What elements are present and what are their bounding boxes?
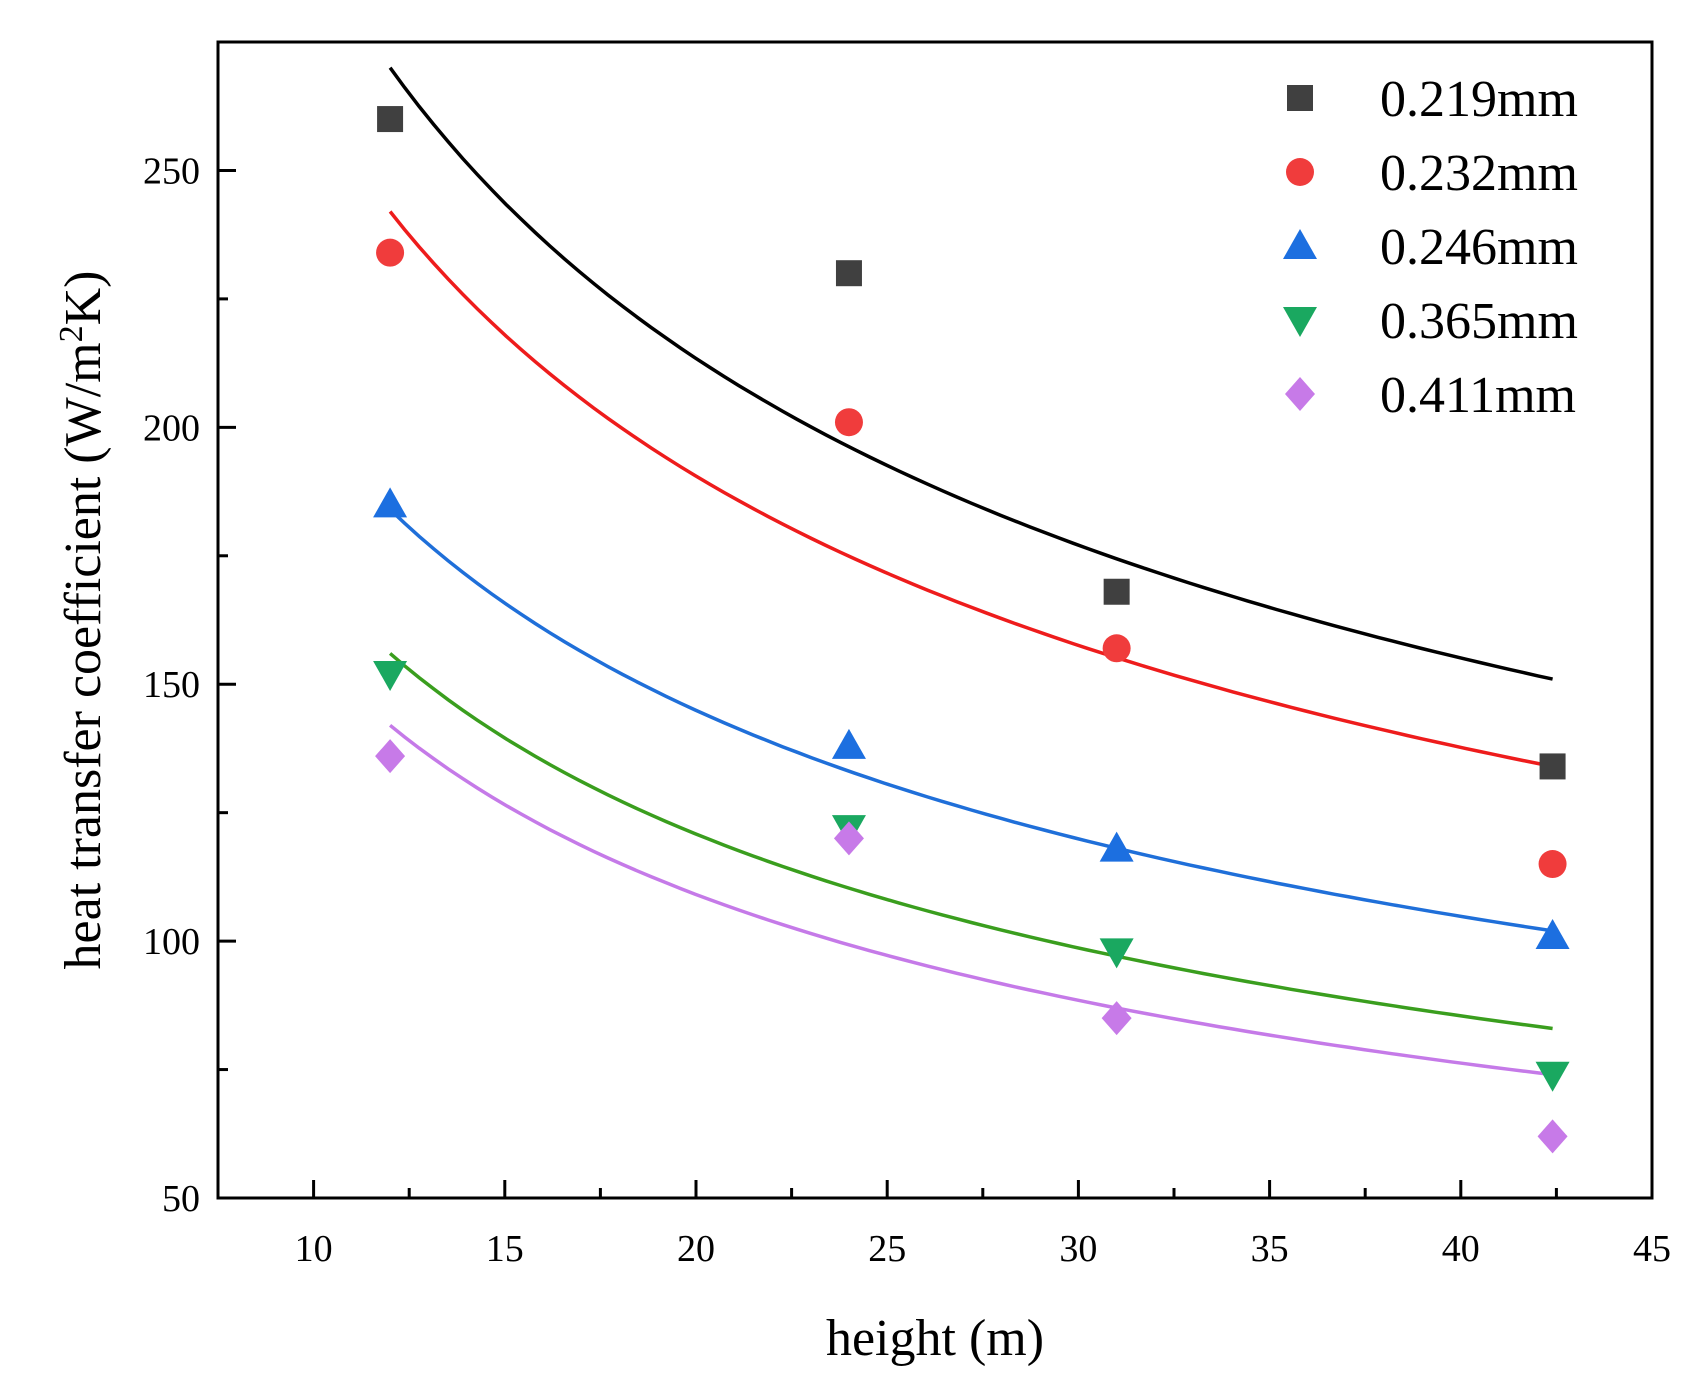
x-axis-title: height (m) xyxy=(826,1310,1044,1367)
data-point-0.232mm xyxy=(834,408,863,437)
fit-line-0.246mm xyxy=(388,508,1553,933)
data-point-0.246mm xyxy=(831,728,866,759)
data-point-0.219mm xyxy=(1539,753,1566,780)
data-point-0.232mm xyxy=(376,238,405,267)
plot-frame xyxy=(216,40,1654,1200)
legend-marker-0.219mm xyxy=(1287,85,1313,111)
legend-label-0.365mm: 0.365mm xyxy=(1380,293,1578,350)
y-axis-title-superscript: 2 xyxy=(53,325,90,342)
y-tick-label: 150 xyxy=(143,664,200,706)
data-point-0.232mm xyxy=(1538,850,1567,879)
legend-marker-0.246mm xyxy=(1283,229,1317,259)
x-tick-label: 10 xyxy=(295,1228,333,1270)
legend: 0.219mm 0.232mm 0.246mm 0.365mm 0.411mm xyxy=(1283,71,1578,424)
fit-line-0.365mm xyxy=(388,652,1553,1031)
data-point-0.219mm xyxy=(835,260,862,287)
y-tick-label: 50 xyxy=(162,1178,200,1220)
data-point-0.246mm xyxy=(373,487,408,518)
y-tick-label: 200 xyxy=(143,407,200,449)
fit-lines xyxy=(388,66,1553,1077)
legend-label-0.219mm: 0.219mm xyxy=(1380,71,1578,128)
x-tick-label: 40 xyxy=(1442,1228,1480,1270)
data-point-0.365mm xyxy=(1535,1061,1570,1092)
y-axis-title-main: heat transfer coefficient (W/m xyxy=(55,342,112,969)
y-tick-label: 250 xyxy=(143,150,200,192)
data-point-0.411mm xyxy=(1101,1001,1132,1036)
data-point-0.246mm xyxy=(1535,918,1570,949)
tick-labels: 10 15 20 25 30 35 40 45 50 100 150 200 250 xyxy=(143,150,1671,1270)
x-tick-label: 35 xyxy=(1251,1228,1289,1270)
data-point-0.232mm xyxy=(1102,634,1131,663)
legend-marker-0.411mm xyxy=(1285,377,1315,411)
data-point-0.365mm xyxy=(1099,938,1134,969)
x-tick-label: 20 xyxy=(677,1228,715,1270)
legend-label-0.411mm: 0.411mm xyxy=(1380,367,1576,424)
data-point-0.246mm xyxy=(1099,831,1134,862)
x-tick-label: 45 xyxy=(1633,1228,1671,1270)
fit-line-0.411mm xyxy=(389,723,1553,1077)
x-tick-label: 15 xyxy=(486,1228,524,1270)
fit-line-0.219mm xyxy=(388,66,1553,681)
data-point-0.219mm xyxy=(377,106,404,133)
x-tick-label: 25 xyxy=(868,1228,906,1270)
axis-ticks xyxy=(218,168,1654,1200)
data-point-0.411mm xyxy=(375,739,406,774)
data-markers xyxy=(373,106,1570,1154)
legend-marker-0.232mm xyxy=(1286,158,1314,186)
legend-marker-0.365mm xyxy=(1283,307,1317,337)
legend-label-0.246mm: 0.246mm xyxy=(1380,219,1578,276)
x-tick-label: 30 xyxy=(1059,1228,1097,1270)
legend-label-0.232mm: 0.232mm xyxy=(1380,145,1578,202)
y-axis-title-end: K) xyxy=(55,271,112,326)
data-point-0.411mm xyxy=(833,821,864,856)
data-point-0.365mm xyxy=(373,660,408,691)
y-axis-title: heat transfer coefficient (W/m2K) xyxy=(53,271,112,970)
y-tick-label: 100 xyxy=(143,921,200,963)
data-point-0.219mm xyxy=(1103,578,1130,605)
fit-line-0.232mm xyxy=(388,210,1553,769)
data-point-0.411mm xyxy=(1537,1119,1568,1154)
